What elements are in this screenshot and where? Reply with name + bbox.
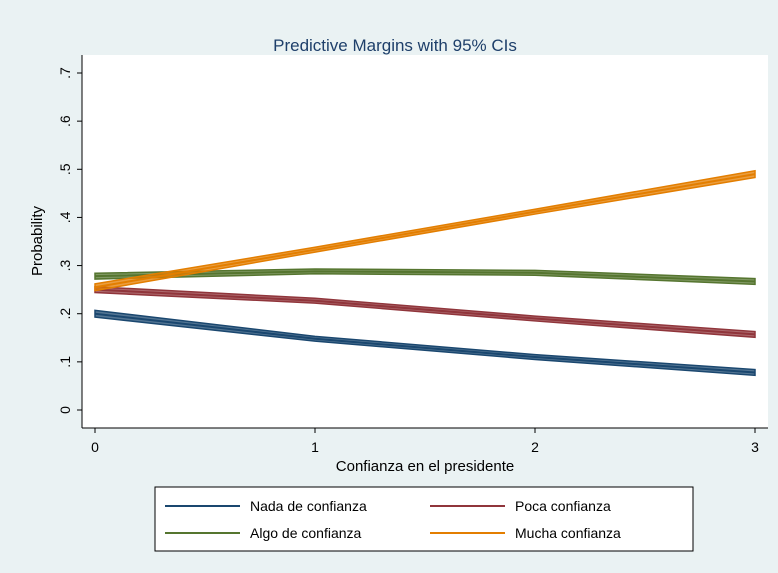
y-tick-label: .4 (57, 211, 73, 223)
x-tick-label: 2 (531, 439, 539, 455)
y-axis-title: Probability (29, 205, 46, 276)
series-line (94, 288, 756, 336)
y-tick-label: .6 (57, 115, 73, 127)
legend-label: Mucha confianza (515, 525, 621, 541)
ci-band (94, 309, 756, 377)
x-tick-label: 3 (751, 439, 759, 455)
x-tick-label: 0 (91, 439, 99, 455)
legend-label: Algo de confianza (250, 525, 362, 541)
series-line (94, 173, 756, 289)
y-tick-label: .7 (57, 67, 73, 79)
series-line (94, 312, 756, 374)
y-tick-label: .1 (57, 356, 73, 368)
legend-label: Poca confianza (515, 498, 611, 514)
y-tick-label: .3 (57, 260, 73, 272)
y-tick-label: .5 (57, 163, 73, 175)
x-axis-title: Confianza en el presidente (336, 458, 514, 475)
x-tick-label: 1 (311, 439, 319, 455)
y-tick-label: 0 (57, 406, 73, 414)
series-line (94, 270, 756, 283)
chart-title: Predictive Margins with 95% CIs (273, 36, 517, 55)
legend-label: Nada de confianza (250, 498, 367, 514)
ci-band (94, 285, 756, 339)
plot-area (82, 55, 768, 428)
legend (154, 486, 694, 552)
y-tick-label: .2 (57, 308, 73, 320)
